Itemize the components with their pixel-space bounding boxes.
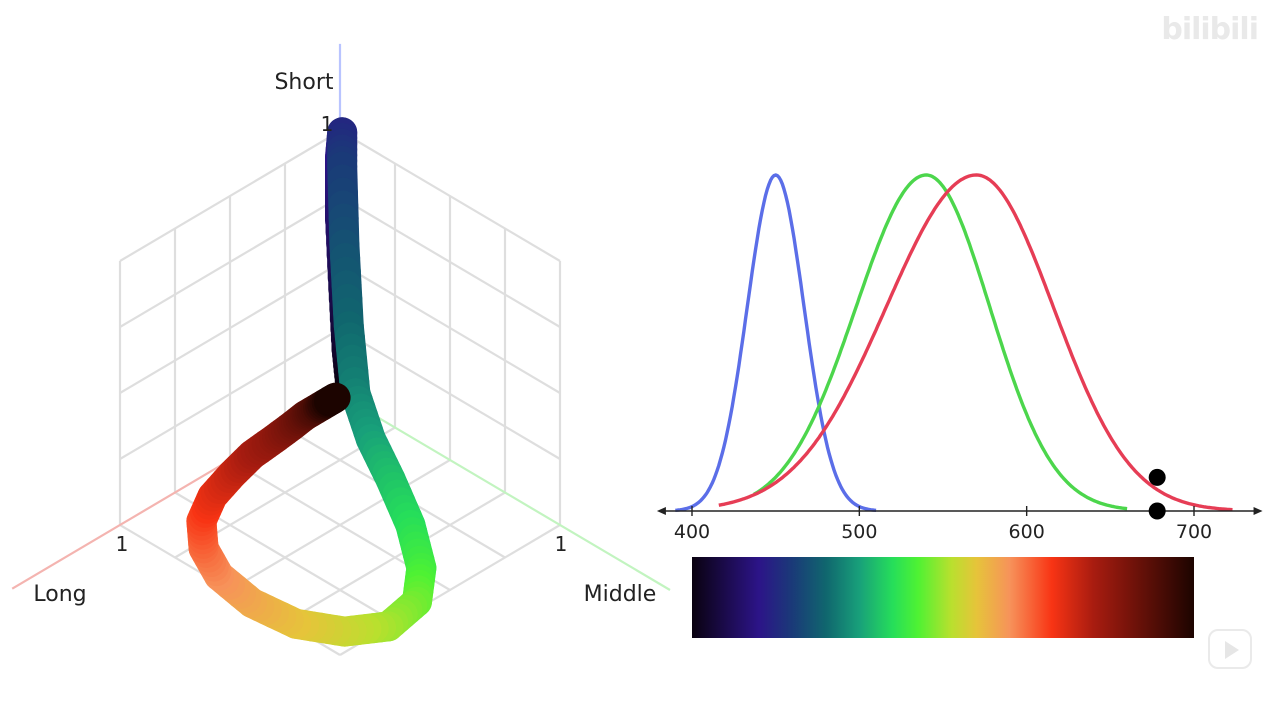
marker-point-0 <box>1148 468 1166 486</box>
spectral-locus-curve <box>186 117 437 647</box>
sensitivity-curve-1 <box>753 173 1128 511</box>
x-tick-label-600: 600 <box>1009 521 1045 543</box>
grid-line <box>119 262 341 394</box>
grid-line <box>339 196 561 328</box>
axis-label-short: Short <box>274 70 333 95</box>
sensitivity-curves <box>675 173 1233 512</box>
play-icon <box>1208 629 1252 669</box>
tick-label-middle-1: 1 <box>555 532 568 556</box>
x-tick-label-700: 700 <box>1176 521 1212 543</box>
cone-sensitivity-plot: 400 500 600 700 <box>656 173 1263 638</box>
sensitivity-curve-0 <box>675 173 877 512</box>
axis-middle <box>339 394 671 591</box>
x-tick-label-400: 400 <box>674 521 710 543</box>
axis-label-middle: Middle <box>584 582 657 607</box>
sensitivity-curve-2 <box>718 173 1233 512</box>
locus-segment <box>319 382 351 414</box>
wavelength-markers <box>1148 468 1166 520</box>
grid-line <box>119 196 341 328</box>
marker-point-1 <box>1148 502 1166 520</box>
grid-line <box>339 130 561 262</box>
x-axis-arrow-left <box>656 507 666 515</box>
wavelength-axis: 400 500 600 700 <box>656 506 1263 543</box>
visible-spectrum-bar <box>692 557 1194 638</box>
grid-line <box>339 262 561 394</box>
tick-label-short-1: 1 <box>321 112 334 136</box>
bilibili-watermark: bilibili <box>1161 12 1259 47</box>
grid-line <box>229 459 451 591</box>
axis-label-long: Long <box>33 582 86 607</box>
grid-line <box>284 491 506 624</box>
x-axis-arrow-right <box>1253 507 1263 515</box>
tick-label-long-1: 1 <box>116 532 129 556</box>
cone-space-3d-plot: Short Long Middle 1 1 1 <box>11 43 671 656</box>
x-tick-label-500: 500 <box>841 521 877 543</box>
grid-line <box>119 130 341 262</box>
